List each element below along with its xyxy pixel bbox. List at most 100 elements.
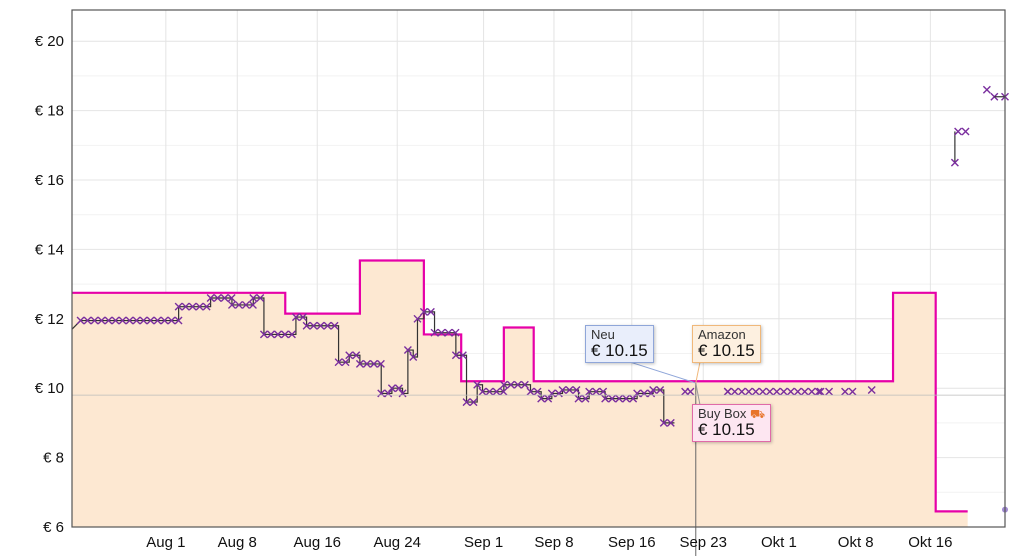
neu-marker (174, 302, 183, 311)
legend-strip (0, 548, 700, 556)
neu-marker (273, 330, 282, 339)
amazon-series (72, 260, 968, 527)
neu-marker (633, 389, 642, 398)
neu-marker (786, 387, 795, 396)
neu-marker (377, 389, 386, 398)
neu-marker (398, 389, 407, 398)
neu-marker (302, 321, 311, 330)
neu-marker (97, 316, 106, 325)
neu-marker (241, 300, 250, 309)
neu-marker (585, 387, 594, 396)
neu-marker (298, 313, 307, 322)
neu-marker (793, 387, 802, 396)
neu-marker (227, 293, 236, 302)
neu-marker (758, 387, 767, 396)
neu-marker (565, 385, 574, 394)
neu-marker (259, 330, 268, 339)
neu-marker (188, 302, 197, 311)
neu-marker (111, 316, 120, 325)
tooltip-neu-label: Neu (591, 327, 615, 342)
neu-marker (403, 346, 412, 355)
neu-marker (544, 394, 553, 403)
tooltip-neu-value: € 10.15 (591, 340, 648, 360)
neu-marker (181, 302, 190, 311)
neu-marker (961, 127, 970, 136)
neu-marker (341, 358, 350, 367)
neu-marker (723, 387, 732, 396)
x-tick-label: Sep 23 (679, 534, 727, 551)
neu-marker (730, 387, 739, 396)
y-tick-label: € 12 (35, 311, 64, 328)
x-tick-label: Aug 24 (373, 534, 421, 551)
neu-marker (90, 316, 99, 325)
neu-marker (533, 387, 542, 396)
neu-marker (249, 293, 258, 302)
neu-marker (807, 387, 816, 396)
neu-marker (206, 293, 215, 302)
neu-marker (287, 330, 296, 339)
neu-marker (437, 328, 446, 337)
neu-marker (419, 307, 428, 316)
y-tick-label: € 6 (43, 519, 64, 536)
tooltip-amazon: Amazon € 10.15 (692, 325, 761, 364)
neu-marker (666, 418, 675, 427)
x-tick-label: Sep 1 (464, 534, 503, 551)
x-tick-label: Okt 8 (838, 534, 874, 551)
neu-marker (737, 387, 746, 396)
neu-marker (867, 385, 876, 394)
neu-marker (526, 387, 535, 396)
neu-marker (220, 293, 229, 302)
neu-line (71, 297, 675, 424)
neu-marker (352, 351, 361, 360)
tooltip-buy-box-connector (695, 382, 701, 406)
neu-marker (520, 380, 529, 389)
neu-marker (499, 380, 508, 389)
neu-marker (686, 387, 695, 396)
neu-marker (309, 321, 318, 330)
neu-marker (104, 316, 113, 325)
neu-marker (83, 316, 92, 325)
neu-marker (444, 328, 453, 337)
y-tick-label: € 18 (35, 103, 64, 120)
neu-marker (608, 394, 617, 403)
neu-marker (765, 387, 774, 396)
neu-marker (825, 387, 834, 396)
neu-marker (160, 316, 169, 325)
x-tick-label: Sep 8 (534, 534, 573, 551)
x-tick-label: Okt 1 (761, 534, 797, 551)
y-tick-label: € 10 (35, 380, 64, 397)
neu-marker (581, 394, 590, 403)
tooltip-neu: Neu € 10.15 (585, 325, 654, 364)
neu-marker (426, 307, 435, 316)
neu-marker (394, 384, 403, 393)
neu-marker (291, 313, 300, 322)
amazon-area (72, 260, 968, 527)
neu-marker (430, 328, 439, 337)
neu-marker (413, 314, 422, 323)
neu-marker (537, 394, 546, 403)
neu-marker (323, 321, 332, 330)
neu-marker (954, 127, 963, 136)
plot-frame (71, 9, 1006, 528)
neu-marker (640, 389, 649, 398)
chart-axes: € 6 € 8 € 10 € 12 € 14 € 16 € 18 € 20 Aug 1 Aug 8… (35, 9, 1006, 551)
neu-marker (772, 387, 781, 396)
y-tick-label: € 14 (35, 241, 64, 258)
neu-marker (574, 394, 583, 403)
tooltip-buy-box-value: € 10.15 (698, 419, 755, 439)
neu-marker (451, 351, 460, 360)
neu-marker (280, 330, 289, 339)
neu-marker (227, 300, 236, 309)
neu-marker (146, 316, 155, 325)
neu-marker (629, 394, 638, 403)
x-tick-label: Aug 8 (218, 534, 257, 551)
y-tick-label: € 16 (35, 172, 64, 189)
neu-marker (499, 387, 508, 396)
neu-marker (572, 385, 581, 394)
x-tick-label: Aug 16 (293, 534, 341, 551)
tooltip-amazon-label: Amazon (698, 327, 746, 342)
neu-marker (362, 359, 371, 368)
neu-marker (485, 387, 494, 396)
tooltip-neu-connector (629, 361, 696, 384)
y-tick-label: € 8 (43, 450, 64, 467)
